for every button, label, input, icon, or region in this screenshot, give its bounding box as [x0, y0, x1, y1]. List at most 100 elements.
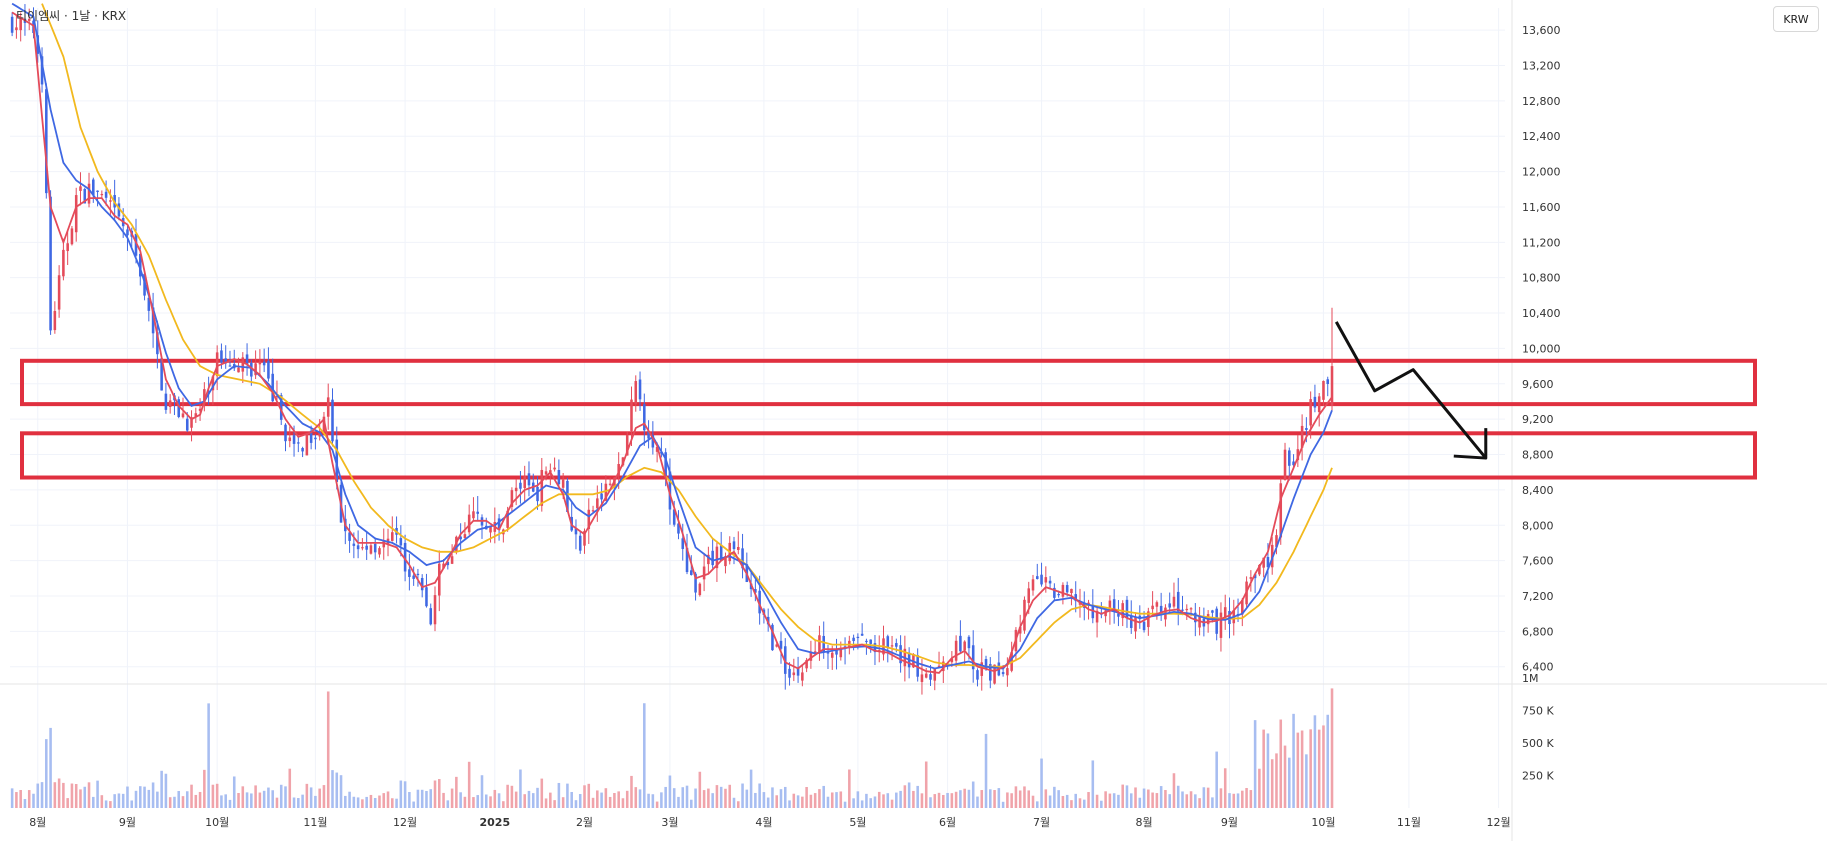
volume-bar: [335, 772, 339, 808]
volume-bar: [92, 796, 95, 808]
candle-body: [331, 399, 334, 442]
volume-bar: [420, 789, 424, 808]
volume-bar: [318, 788, 321, 808]
candle-body: [561, 479, 565, 488]
volume-bar: [369, 794, 373, 808]
volume-tick-label: 1M: [1522, 672, 1539, 685]
volume-bar: [655, 801, 659, 808]
candle-body: [989, 664, 992, 681]
volume-bar: [126, 786, 129, 808]
candle-body: [109, 200, 112, 202]
volume-bar: [783, 786, 787, 808]
volume-bar: [830, 792, 834, 808]
volume-bar: [455, 776, 458, 808]
volume-bar: [113, 794, 116, 808]
candle-body: [134, 233, 138, 256]
volume-bar: [220, 795, 223, 808]
volume-bar: [762, 792, 766, 808]
volume-bar: [1279, 719, 1283, 808]
time-tick-label: 12월: [393, 816, 417, 829]
time-tick-label: 8월: [1136, 816, 1153, 829]
volume-bar: [638, 789, 642, 808]
volume-bar: [587, 783, 591, 808]
volume-bar: [1288, 757, 1291, 808]
price-tick-label: 10,800: [1522, 272, 1561, 285]
candle-body: [1129, 615, 1133, 628]
candle-body: [53, 311, 57, 331]
candle-body: [446, 561, 450, 566]
price-tick-label: 9,200: [1522, 413, 1554, 426]
volume-bar: [1014, 786, 1018, 808]
volume-bar: [1053, 786, 1056, 808]
candle-body: [459, 536, 462, 540]
resistance-zone-upper: [20, 358, 1757, 407]
candle-body: [736, 547, 740, 550]
time-axis[interactable]: 8월 9월 10월 11월 12월 2025 2월 3월 4월 5월 6월 7월 8월 9월 10월 11월 1…: [29, 816, 1510, 829]
candle-body: [685, 547, 689, 573]
volume-bar: [237, 793, 240, 808]
volume-bar: [707, 788, 710, 808]
volume-bar: [882, 794, 885, 808]
candle-body: [1134, 617, 1137, 632]
volume-bar: [19, 790, 22, 808]
candle-body: [971, 645, 975, 670]
price-axis[interactable]: 13,600 13,200 12,800 12,400 12,000 11,600 11,2…: [1522, 24, 1561, 674]
volume-bar: [690, 799, 693, 808]
volume-bar: [1232, 793, 1236, 808]
volume-bar: [873, 796, 877, 808]
candle-body: [672, 509, 676, 525]
candle-body: [1040, 574, 1043, 585]
volume-bar: [211, 784, 215, 808]
candle-body: [578, 535, 582, 551]
volume-bar: [446, 800, 450, 808]
candle-body: [45, 89, 48, 194]
volume-bar: [553, 800, 556, 808]
forecast-arrow: [1334, 321, 1488, 460]
volume-bar: [745, 789, 749, 808]
candle-body: [536, 486, 539, 502]
volume-bar: [489, 796, 492, 808]
volume-bar: [344, 795, 347, 808]
volume-bar: [1198, 798, 1201, 808]
volume-bar: [801, 796, 804, 808]
candle-body: [126, 229, 129, 236]
candle-body: [74, 195, 78, 233]
volume-bar: [980, 790, 984, 808]
price-tick-label: 11,600: [1522, 201, 1561, 214]
candle-body: [1241, 599, 1244, 615]
candle-body: [801, 672, 804, 681]
volume-bar: [147, 789, 151, 808]
candle-body: [117, 203, 121, 217]
volume-bar: [181, 796, 185, 808]
candle-body: [924, 673, 928, 678]
volume-bar: [672, 788, 676, 808]
currency-button[interactable]: KRW: [1773, 6, 1819, 32]
candle-body: [813, 651, 817, 653]
volume-bar: [382, 793, 386, 808]
price-tick-label: 12,400: [1522, 130, 1561, 143]
candle-body: [1317, 396, 1321, 413]
candle-body: [1065, 585, 1069, 593]
candle-body: [1168, 603, 1171, 608]
volume-bar: [634, 787, 638, 808]
candle-body: [963, 641, 966, 651]
volume-bar: [117, 793, 121, 808]
candle-body: [754, 589, 757, 593]
candle-body: [220, 350, 223, 363]
volume-bar: [1155, 793, 1159, 808]
volume-bar: [168, 797, 172, 808]
volume-bar: [822, 785, 825, 808]
volume-bar: [698, 771, 702, 808]
price-tick-label: 8,800: [1522, 449, 1554, 462]
candle-body: [1275, 535, 1278, 547]
candle-body: [694, 573, 697, 593]
volume-bar: [907, 782, 911, 808]
volume-bar: [297, 798, 300, 808]
volume-bar: [348, 791, 351, 808]
volume-bar: [1027, 790, 1031, 808]
volume-bar: [1087, 792, 1090, 808]
volume-bar: [279, 784, 283, 808]
candle-body: [856, 636, 860, 639]
candle-body: [416, 573, 420, 576]
